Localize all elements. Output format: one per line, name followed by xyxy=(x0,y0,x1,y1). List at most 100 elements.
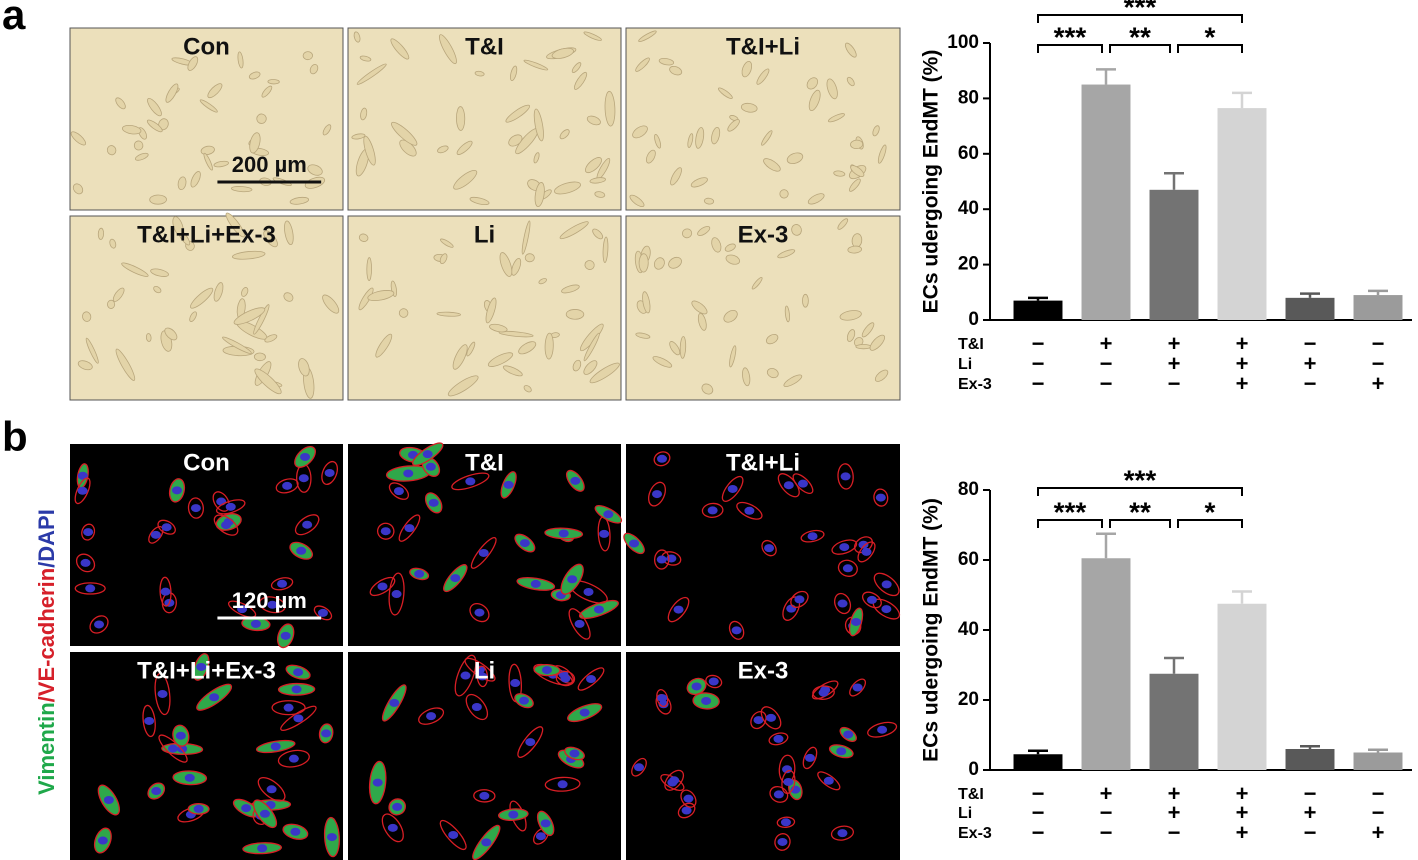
cell xyxy=(189,311,197,322)
micrograph-label: T&I xyxy=(465,33,504,60)
bar xyxy=(1013,300,1063,320)
condition-name: Ex-3 xyxy=(958,825,992,842)
nucleus xyxy=(629,539,640,548)
cell xyxy=(74,477,91,505)
cell xyxy=(322,124,332,136)
cell xyxy=(439,253,448,265)
cell xyxy=(808,89,821,112)
nucleus xyxy=(481,838,492,847)
cell xyxy=(658,57,675,66)
cell xyxy=(142,704,156,738)
cell xyxy=(510,65,518,82)
cell xyxy=(388,482,410,500)
cell xyxy=(756,68,770,85)
cell xyxy=(115,97,126,110)
condition-mark: + xyxy=(1304,351,1317,376)
cell xyxy=(298,358,310,377)
nucleus xyxy=(196,662,207,671)
cell xyxy=(872,125,880,137)
cell xyxy=(473,789,496,803)
condition-mark: − xyxy=(1372,781,1385,806)
cell xyxy=(418,707,445,725)
nucleus xyxy=(673,605,684,614)
condition-mark: − xyxy=(1100,371,1113,396)
cell xyxy=(604,90,616,127)
cell xyxy=(454,654,477,697)
nucleus xyxy=(298,474,309,483)
micrograph: T&I+Li xyxy=(625,27,901,211)
cell xyxy=(190,287,214,309)
nucleus xyxy=(422,450,433,459)
cell xyxy=(826,78,838,100)
cell xyxy=(381,813,404,843)
y-axis-label: ECs udergoing EndMT (%) xyxy=(920,498,943,762)
cell xyxy=(398,308,409,318)
micrograph-label: Con xyxy=(183,449,230,476)
nucleus xyxy=(840,472,851,481)
condition-mark: + xyxy=(1168,351,1181,376)
nucleus xyxy=(392,802,403,811)
cell xyxy=(351,133,366,140)
cell xyxy=(253,304,270,335)
cell xyxy=(469,196,490,206)
cell xyxy=(259,596,286,614)
significance-label: *** xyxy=(1054,21,1087,52)
significance-label: * xyxy=(1205,496,1216,527)
nucleus xyxy=(669,776,680,785)
cell xyxy=(199,99,218,113)
micrograph-label: Ex-3 xyxy=(738,657,789,684)
nucleus xyxy=(94,620,105,629)
condition-name: Li xyxy=(958,356,972,373)
cell xyxy=(146,119,163,133)
stain-name: /VE-cadherin xyxy=(34,568,59,702)
cell xyxy=(784,305,790,323)
bar xyxy=(1013,754,1063,770)
nucleus xyxy=(842,564,853,573)
cell xyxy=(802,293,809,308)
cell xyxy=(602,236,609,263)
cell xyxy=(592,228,604,240)
nucleus xyxy=(804,753,815,762)
nucleus xyxy=(503,480,514,489)
nucleus xyxy=(881,580,892,589)
cell xyxy=(275,478,299,494)
nucleus xyxy=(225,502,236,511)
cell xyxy=(861,322,875,338)
nucleus xyxy=(603,510,614,519)
nucleus xyxy=(477,672,488,681)
micrograph: Li xyxy=(347,215,622,401)
cell xyxy=(213,514,239,536)
cell xyxy=(253,352,266,362)
nucleus xyxy=(777,837,788,846)
cell xyxy=(366,257,372,282)
nucleus xyxy=(783,481,794,490)
scale-bar-label: 120 µm xyxy=(232,588,307,613)
cell xyxy=(200,145,215,156)
bar xyxy=(1285,749,1335,770)
significance-label: * xyxy=(1205,21,1216,52)
cell xyxy=(172,216,184,236)
cell xyxy=(874,369,889,382)
nucleus xyxy=(579,708,590,717)
cell xyxy=(284,220,294,246)
nucleus xyxy=(387,823,398,832)
y-tick-label: 60 xyxy=(958,143,979,164)
cell xyxy=(721,475,744,502)
cell xyxy=(203,152,213,171)
cell xyxy=(589,362,620,384)
cell xyxy=(873,488,889,507)
cell xyxy=(451,472,490,491)
condition-mark: − xyxy=(1032,371,1045,396)
nucleus xyxy=(818,688,829,697)
nucleus xyxy=(586,675,597,684)
nucleus xyxy=(797,479,808,488)
cell xyxy=(723,309,738,323)
cell xyxy=(670,167,682,186)
cell xyxy=(742,367,751,387)
cell xyxy=(523,385,532,393)
nucleus xyxy=(557,780,568,789)
cell xyxy=(790,590,809,608)
cell xyxy=(149,194,167,205)
condition-mark: − xyxy=(1372,351,1385,376)
